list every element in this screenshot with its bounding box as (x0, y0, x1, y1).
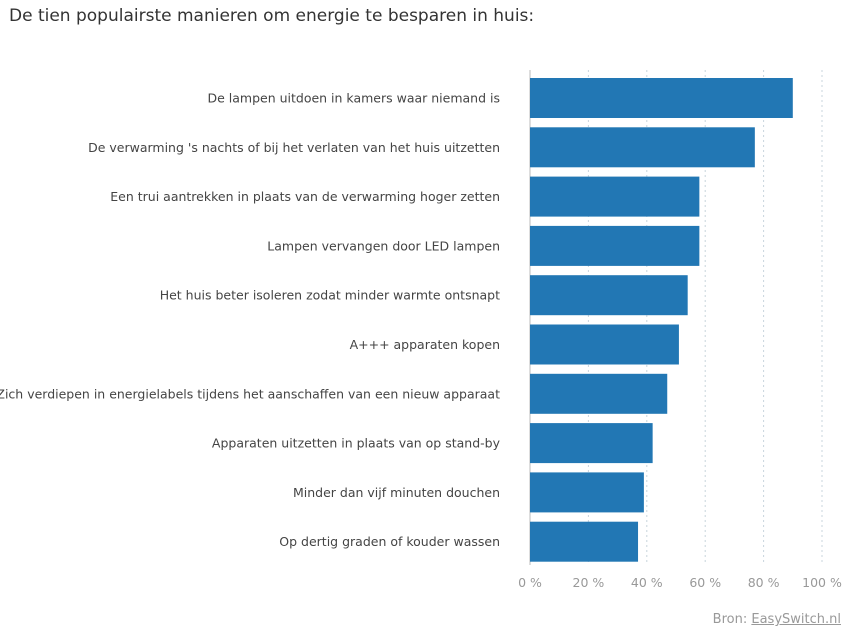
category-label: Minder dan vijf minuten douchen (293, 485, 500, 500)
source-prefix: Bron: (712, 612, 748, 627)
bar (530, 472, 644, 513)
x-tick-label: 0 % (518, 575, 542, 590)
category-label: Zich verdiepen in energielabels tijdens … (0, 386, 500, 401)
bar (530, 521, 639, 562)
x-tick-label: 20 % (573, 575, 605, 590)
x-axis-ticks: 0 % 20 % 40 % 60 % 80 % 100 % (518, 575, 842, 590)
category-label: A+++ apparaten kopen (350, 337, 500, 352)
bar (530, 423, 653, 464)
bar (530, 78, 793, 118)
category-label: Het huis beter isoleren zodat minder war… (160, 288, 500, 303)
source-credit: Bron: EasySwitch.nl (713, 612, 841, 627)
category-label: De verwarming 's nachts of bij het verla… (88, 140, 500, 155)
chart-title: De tien populairste manieren om energie … (9, 6, 535, 26)
x-tick-label: 80 % (748, 575, 780, 590)
bar (530, 275, 688, 316)
bars (530, 78, 793, 562)
category-label: Op dertig graden of kouder wassen (279, 534, 500, 549)
source-link[interactable]: EasySwitch.nl (751, 612, 841, 627)
bar (530, 225, 700, 266)
category-labels: De lampen uitdoen in kamers waar niemand… (0, 91, 501, 550)
category-label: Apparaten uitzetten in plaats van op sta… (212, 436, 501, 451)
x-tick-label: 60 % (689, 575, 721, 590)
bar (530, 324, 679, 365)
category-label: De lampen uitdoen in kamers waar niemand… (207, 91, 500, 106)
bar (530, 176, 700, 217)
category-label: Een trui aantrekken in plaats van de ver… (110, 189, 500, 204)
x-tick-label: 100 % (802, 575, 842, 590)
category-label: Lampen vervangen door LED lampen (267, 238, 500, 253)
x-tick-label: 40 % (631, 575, 663, 590)
bar (530, 127, 755, 168)
bar (530, 373, 668, 414)
